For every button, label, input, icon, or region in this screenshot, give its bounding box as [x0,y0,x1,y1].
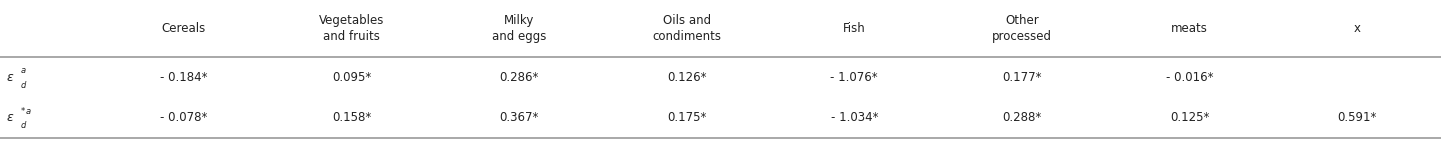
Text: - 0.078*: - 0.078* [160,111,208,124]
Text: 0.095*: 0.095* [331,71,372,84]
Text: - 0.016*: - 0.016* [1166,71,1213,84]
Text: meats: meats [1172,22,1208,35]
Text: Milky
and eggs: Milky and eggs [491,14,546,43]
Text: 0.288*: 0.288* [1003,111,1042,124]
Text: 0.367*: 0.367* [500,111,539,124]
Text: $a$: $a$ [20,66,26,75]
Text: - 1.034*: - 1.034* [830,111,878,124]
Text: - 0.184*: - 0.184* [160,71,208,84]
Text: Cereals: Cereals [161,22,206,35]
Text: 0.591*: 0.591* [1337,111,1376,124]
Text: $\varepsilon$: $\varepsilon$ [6,111,14,124]
Text: $\varepsilon$: $\varepsilon$ [6,71,14,84]
Text: $d$: $d$ [20,79,27,90]
Text: Other
processed: Other processed [991,14,1052,43]
Text: Fish: Fish [843,22,866,35]
Text: Vegetables
and fruits: Vegetables and fruits [318,14,385,43]
Text: - 1.076*: - 1.076* [830,71,878,84]
Text: 0.286*: 0.286* [500,71,539,84]
Text: 0.126*: 0.126* [667,71,706,84]
Text: $*\!\ a$: $*\!\ a$ [20,105,32,116]
Text: 0.158*: 0.158* [331,111,372,124]
Text: x: x [1353,22,1360,35]
Text: $d$: $d$ [20,119,27,130]
Text: Oils and
condiments: Oils and condiments [653,14,720,43]
Text: 0.175*: 0.175* [667,111,706,124]
Text: 0.125*: 0.125* [1170,111,1209,124]
Text: 0.177*: 0.177* [1001,71,1042,84]
